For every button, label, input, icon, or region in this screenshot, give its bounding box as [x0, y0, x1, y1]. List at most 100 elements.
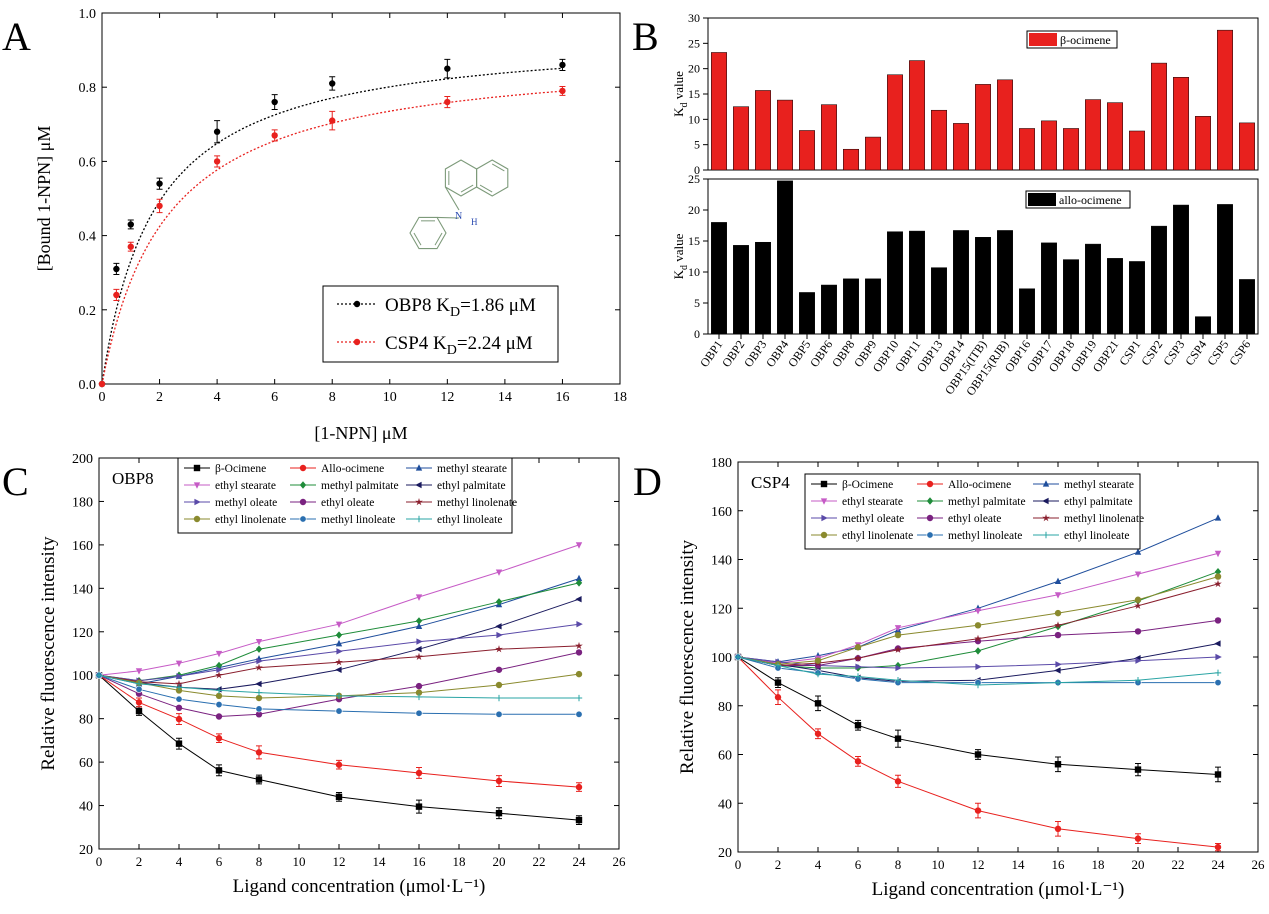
panel-b-legend-label: allo-ocimene — [1059, 193, 1122, 207]
panel-c-data-point — [175, 660, 183, 668]
panel-c-data-point — [335, 692, 343, 700]
panel-c-data-point — [415, 693, 423, 701]
panel-a-data-point — [156, 202, 163, 210]
panel-c-legend-label-methyl-stearate: methyl stearate — [437, 463, 507, 475]
panel-b-category-label-obp2: OBP2 — [719, 338, 747, 370]
panel-c-data-point — [255, 663, 263, 671]
panel-b-bar-obp6 — [821, 104, 837, 171]
panel-b-bar-obp8 — [843, 278, 859, 335]
panel-d-data-point — [974, 647, 982, 655]
panel-a-y-axis-label: [Bound 1-NPN] μM — [34, 126, 54, 272]
panel-d-legend-label-ocimene: β-Ocimene — [842, 479, 893, 491]
panel-d-data-point — [1214, 617, 1222, 624]
panel-d-data-point — [854, 654, 862, 662]
panel-d-x-tick-label: 12 — [972, 857, 985, 872]
panel-d-x-tick-label: 26 — [1252, 857, 1266, 872]
panel-b-bar-csp2 — [1151, 225, 1167, 335]
panel-d-data-point — [1054, 667, 1061, 674]
panel-d-data-point — [974, 807, 982, 814]
panel-c-data-point — [575, 595, 582, 603]
panel-b-bar-obp18 — [1063, 259, 1079, 335]
panel-c-x-tick-label: 2 — [136, 854, 143, 869]
panel-b-bar-csp3 — [1173, 77, 1189, 171]
panel-c-y-tick-label: 100 — [72, 669, 93, 684]
panel-c-legend-label-methyl-palmitate: methyl palmitate — [321, 480, 399, 492]
panel-b-bar-obp13 — [931, 109, 947, 171]
panel-d-data-point — [854, 758, 862, 765]
panel-a-data-point — [329, 80, 336, 87]
panel-d-legend-label-methyl-stearate: methyl stearate — [1064, 479, 1134, 491]
panel-b-bar-obp15-rjb — [997, 79, 1013, 171]
panel-c-data-point — [215, 687, 223, 694]
panel-d-data-point — [854, 673, 862, 680]
panel-c-data-point — [495, 694, 503, 702]
panel-b-y-tick-label: 30 — [688, 11, 700, 25]
panel-d-y-axis-label: Relative fluorescence intensity — [677, 539, 698, 774]
panel-b-category-label-obp4: OBP4 — [763, 338, 791, 370]
panel-c-data-point — [175, 687, 183, 694]
panel-c-legend-marker-ethyl-linolenate — [193, 515, 201, 523]
panel-b-bar-obp21 — [1107, 102, 1123, 171]
panel-d-x-tick-label: 8 — [895, 857, 902, 872]
panel-d-legend-marker-ethyl-linoleate — [1042, 531, 1050, 539]
panel-c-data-point — [215, 701, 223, 709]
panel-d-data-point — [734, 653, 742, 661]
panel-c-x-tick-label: 20 — [493, 854, 506, 869]
panel-d-legend-marker-ocimene — [820, 480, 828, 488]
panel-d-data-point — [894, 645, 902, 653]
panel-c-x-axis-label: Ligand concentration (μmol·L⁻¹) — [233, 876, 486, 897]
panel-b-category-label-obp1: OBP1 — [697, 338, 725, 370]
panel-c-data-point — [335, 621, 343, 628]
molecule-hydrogen-label: H — [471, 217, 478, 227]
panel-a-data-point — [271, 132, 278, 139]
panel-c-legend-label-methyl-oleate: methyl oleate — [215, 497, 277, 509]
panel-d-data-point — [1214, 573, 1222, 580]
panel-b-subplot-ocimene: 0 5 10 15 20 25 30 Kd value β-ocimene — [671, 11, 1259, 177]
panel-d-legend-label-ethyl-linoleate: ethyl linoleate — [1064, 530, 1129, 542]
panel-c-data-point — [215, 767, 223, 774]
panel-c-x-tick-label: 10 — [293, 854, 306, 869]
panel-a-series-csp4 — [98, 85, 566, 388]
panel-d-data-point — [814, 700, 822, 707]
panel-c-data-point — [175, 740, 183, 747]
panel-b-bar-obp8 — [843, 148, 859, 171]
panel-c-data-point — [255, 694, 263, 702]
panel-d-data-point — [1135, 657, 1142, 664]
panel-d-data-point — [1215, 653, 1222, 661]
panel-a-legend-label-obp8: OBP8 KD=1.86 μM — [385, 295, 536, 320]
panel-d-legend-label-ethyl-palmitate: ethyl palmitate — [1064, 496, 1133, 508]
panel-d-x-tick-label: 20 — [1132, 857, 1145, 872]
panel-c-data-point — [215, 713, 223, 720]
panel-c-legend-marker-ocimene — [193, 464, 201, 472]
panel-d-data-point — [855, 663, 862, 670]
panel-c-data-point — [135, 668, 143, 675]
panel-a-legend-label-csp4: CSP4 KD=2.24 μM — [385, 333, 533, 358]
panel-c-data-point — [415, 617, 423, 625]
panel-d-y-tick-label: 60 — [718, 749, 732, 764]
molecule-ring — [476, 159, 509, 197]
panel-d-data-point — [974, 637, 982, 645]
panel-d-data-point — [814, 662, 822, 669]
panel-d-series-ethyl-linoleate — [734, 653, 1222, 689]
panel-c-y-tick-label: 60 — [79, 756, 93, 771]
panel-b-bar-obp16 — [1019, 128, 1035, 171]
panel-b-bar-obp11 — [909, 230, 925, 335]
panel-c-data-point — [576, 620, 583, 628]
panel-a-legend-box — [322, 285, 559, 363]
panel-c-data-point — [495, 681, 503, 689]
panel-b-bar-obp19 — [1085, 99, 1101, 171]
panel-d-data-point — [1134, 571, 1142, 578]
panel-c-data-point — [495, 598, 503, 606]
panel-c-y-tick-label: 140 — [72, 582, 93, 597]
panel-d-legend-box — [804, 473, 1141, 550]
panel-a-x-tick-label: 0 — [99, 390, 106, 405]
panel-c-data-point — [575, 574, 583, 582]
panel-c-data-point — [135, 680, 143, 688]
panel-b-bar-obp9 — [865, 278, 881, 335]
panel-d-data-point — [894, 676, 902, 684]
panel-b-y-tick-label: 10 — [688, 112, 700, 126]
panel-d-data-point — [1214, 669, 1222, 677]
panel-c-series-methyl-oleate — [96, 620, 583, 684]
panel-d-legend-label-allo-ocimene: Allo-ocimene — [948, 479, 1011, 491]
panel-c-data-point — [215, 735, 223, 742]
